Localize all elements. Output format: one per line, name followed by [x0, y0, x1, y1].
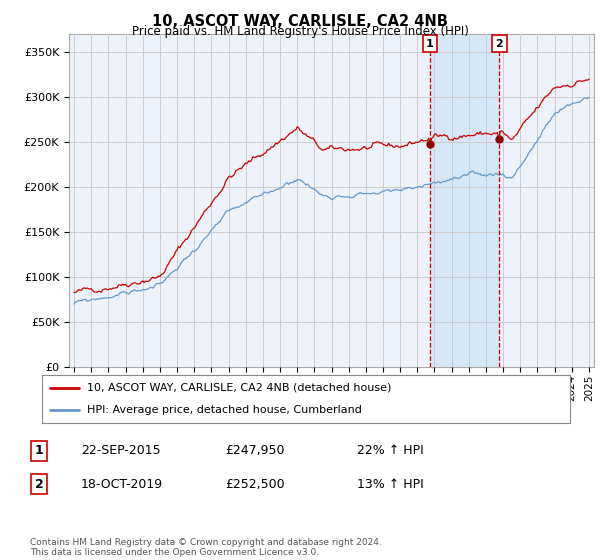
Text: £247,950: £247,950	[225, 444, 284, 458]
Text: 2: 2	[35, 478, 43, 491]
Text: 10, ASCOT WAY, CARLISLE, CA2 4NB (detached house): 10, ASCOT WAY, CARLISLE, CA2 4NB (detach…	[87, 382, 391, 393]
Text: 13% ↑ HPI: 13% ↑ HPI	[357, 478, 424, 491]
Text: 2: 2	[496, 39, 503, 49]
Text: Price paid vs. HM Land Registry's House Price Index (HPI): Price paid vs. HM Land Registry's House …	[131, 25, 469, 38]
Text: 18-OCT-2019: 18-OCT-2019	[81, 478, 163, 491]
Text: HPI: Average price, detached house, Cumberland: HPI: Average price, detached house, Cumb…	[87, 405, 362, 416]
Text: 1: 1	[35, 444, 43, 458]
Text: Contains HM Land Registry data © Crown copyright and database right 2024.
This d: Contains HM Land Registry data © Crown c…	[30, 538, 382, 557]
Text: 22-SEP-2015: 22-SEP-2015	[81, 444, 161, 458]
Bar	[430, 34, 499, 367]
Text: 22% ↑ HPI: 22% ↑ HPI	[357, 444, 424, 458]
Text: £252,500: £252,500	[225, 478, 284, 491]
Text: 10, ASCOT WAY, CARLISLE, CA2 4NB: 10, ASCOT WAY, CARLISLE, CA2 4NB	[152, 14, 448, 29]
Text: 1: 1	[426, 39, 434, 49]
